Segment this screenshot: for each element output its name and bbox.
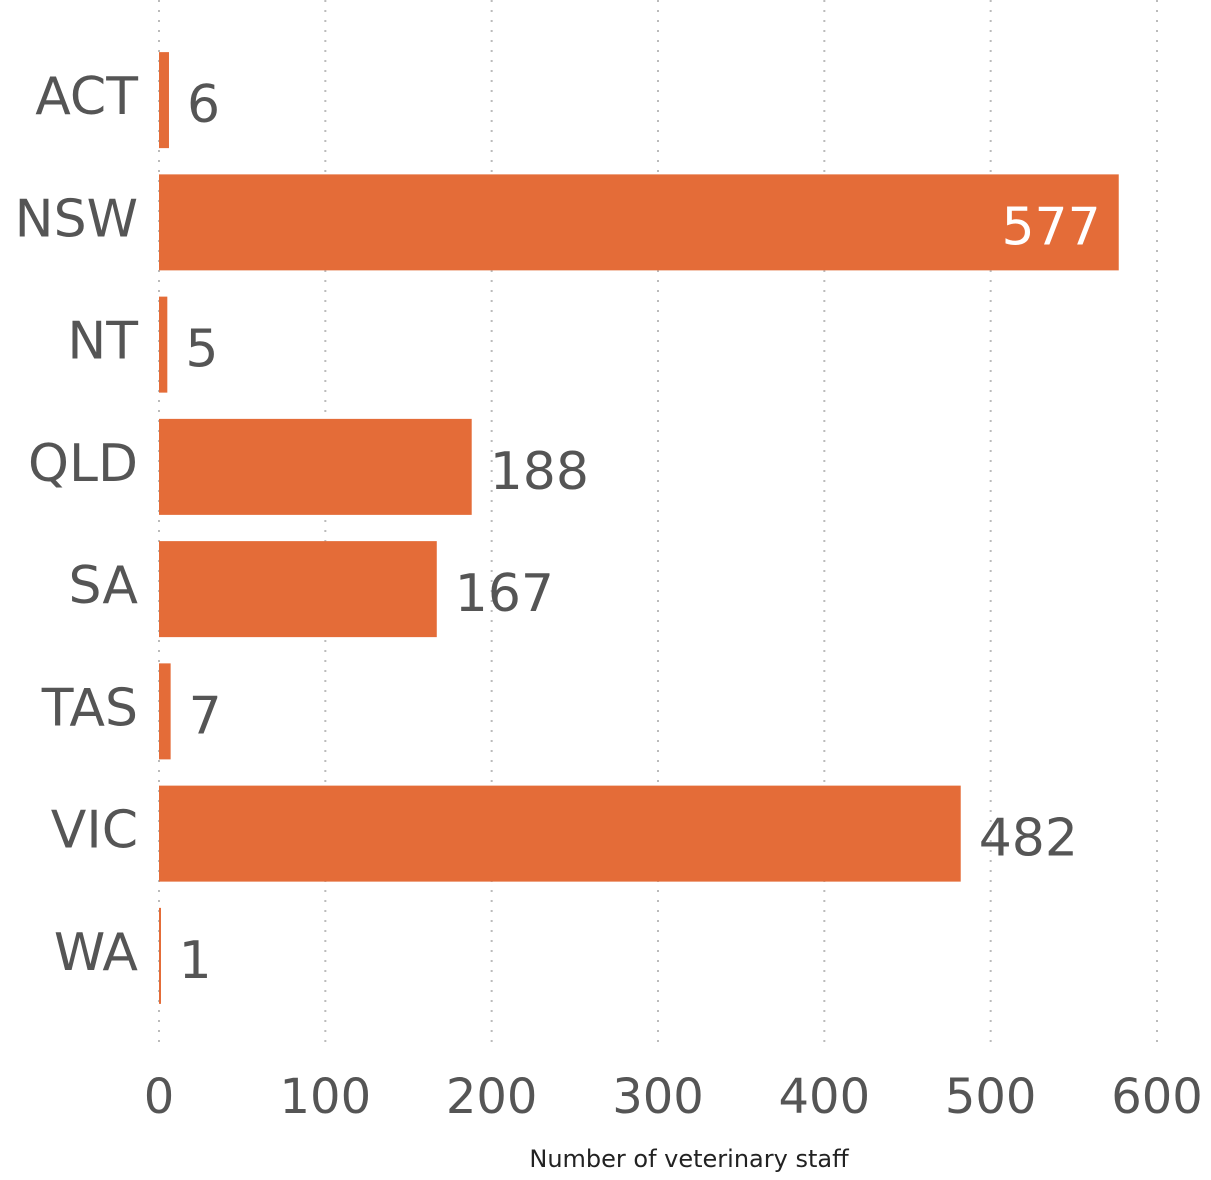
value-label: 188 <box>490 442 589 502</box>
y-tick-label: QLD <box>28 434 138 494</box>
x-tick-label: 300 <box>612 1069 704 1125</box>
x-tick-label: 500 <box>945 1069 1037 1125</box>
value-label: 5 <box>185 320 218 380</box>
x-tick-label: 400 <box>779 1069 871 1125</box>
bar <box>159 52 169 149</box>
y-tick-label: ACT <box>35 67 138 127</box>
x-tick-label: 0 <box>144 1069 175 1125</box>
y-tick-label: NT <box>67 312 138 372</box>
bar <box>159 663 171 760</box>
value-label: 482 <box>979 809 1078 869</box>
y-tick-label: SA <box>68 556 138 616</box>
y-tick-label: WA <box>54 923 139 983</box>
y-tick-label: TAS <box>41 678 138 738</box>
bar <box>159 785 961 882</box>
value-label: 577 <box>1001 197 1100 257</box>
value-label: 167 <box>455 564 554 624</box>
y-tick-label: VIC <box>51 801 138 861</box>
x-tick-label: 600 <box>1111 1069 1203 1125</box>
value-label: 6 <box>187 75 220 135</box>
x-tick-label: 100 <box>280 1069 372 1125</box>
x-axis-label: Number of veterinary staff <box>529 1145 849 1173</box>
y-tick-label: NSW <box>15 189 138 249</box>
bar <box>159 907 161 1004</box>
x-tick-label: 200 <box>446 1069 538 1125</box>
bar <box>159 541 437 638</box>
bar <box>159 174 1119 271</box>
bar <box>159 418 472 515</box>
value-label: 7 <box>189 686 222 746</box>
bar <box>159 296 168 393</box>
value-label: 1 <box>179 931 212 991</box>
